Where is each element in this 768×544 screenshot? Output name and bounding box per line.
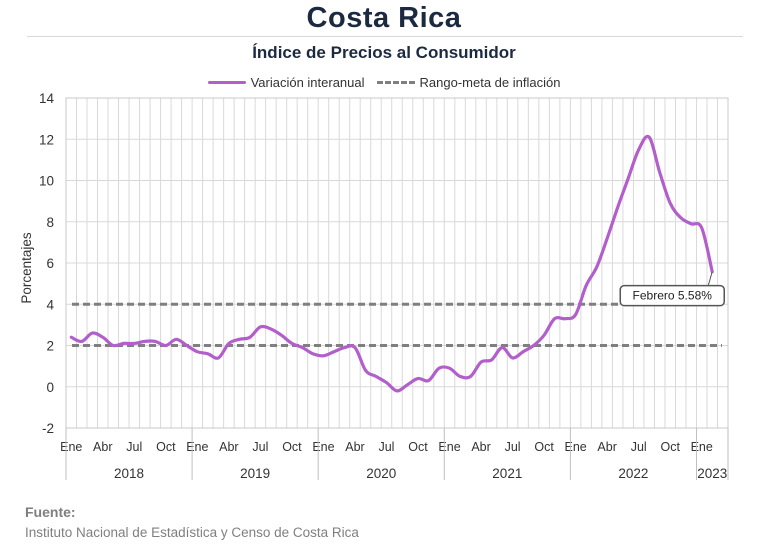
x-tick-label: Jul — [126, 440, 142, 454]
series-line-variacion-interanual — [69, 134, 714, 393]
year-label: 2021 — [492, 466, 522, 481]
x-tick-label: Oct — [534, 440, 554, 454]
x-tick-label: Oct — [282, 440, 302, 454]
x-tick-label: Jul — [378, 440, 394, 454]
x-tick-label: Abr — [597, 440, 616, 454]
title-divider — [27, 36, 743, 37]
x-tick-label: Jul — [631, 440, 647, 454]
legend-label-series: Variación interanual — [250, 75, 365, 90]
legend: Variación interanual Rango-meta de infla… — [0, 75, 768, 90]
x-tick-label: Abr — [471, 440, 490, 454]
x-tick-label: Abr — [345, 440, 364, 454]
legend-item-series: Variación interanual — [207, 75, 365, 90]
legend-item-target: Rango-meta de inflación — [376, 75, 561, 90]
plot-border — [65, 97, 729, 429]
source-heading: Fuente: — [25, 504, 76, 520]
y-tick-label: 14 — [39, 91, 55, 106]
year-label: 2022 — [618, 466, 648, 481]
year-label: 2018 — [114, 466, 144, 481]
source-text: Instituto Nacional de Estadística y Cens… — [25, 525, 359, 540]
x-tick-label: Ene — [438, 440, 460, 454]
legend-swatch-series — [207, 81, 246, 84]
y-axis-label: Porcentajes — [19, 232, 34, 304]
annotation-label: Febrero 5.58% — [633, 289, 713, 303]
y-tick-label: 4 — [46, 297, 54, 312]
annotation-box — [619, 284, 725, 307]
legend-label-target: Rango-meta de inflación — [419, 75, 561, 90]
x-tick-label: Abr — [93, 440, 112, 454]
year-label: 2019 — [240, 466, 270, 481]
x-tick-label: Jul — [505, 440, 521, 454]
y-tick-label: 2 — [46, 339, 54, 354]
y-tick-label: 8 — [46, 215, 54, 230]
x-tick-label: Ene — [565, 440, 587, 454]
x-tick-label: Ene — [186, 440, 208, 454]
x-tick-label: Oct — [156, 440, 176, 454]
y-tick-label: 12 — [39, 132, 54, 147]
x-tick-label: Oct — [408, 440, 428, 454]
x-tick-label: Abr — [219, 440, 238, 454]
x-tick-label: Ene — [312, 440, 334, 454]
y-tick-label: 0 — [46, 380, 54, 395]
x-tick-label: Ene — [691, 440, 713, 454]
x-tick-label: Jul — [252, 440, 268, 454]
y-tick-label: -2 — [42, 421, 54, 436]
year-label: 2023 — [697, 466, 727, 481]
chart-subtitle: Índice de Precios al Consumidor — [252, 43, 516, 62]
legend-swatch-target — [376, 81, 415, 84]
year-label: 2020 — [366, 466, 396, 481]
x-tick-label: Ene — [60, 440, 82, 454]
y-tick-label: 6 — [46, 256, 54, 271]
annotation-pointer — [707, 271, 713, 286]
chart-title: Costa Rica — [306, 2, 462, 34]
x-tick-label: Oct — [660, 440, 680, 454]
y-tick-label: 10 — [39, 174, 54, 189]
